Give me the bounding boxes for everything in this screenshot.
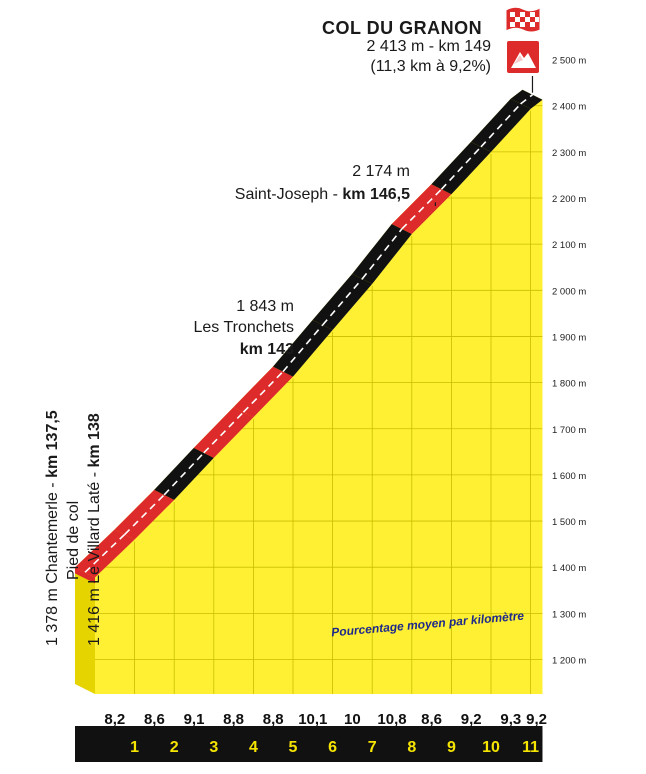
saint-joseph-name: Saint-Joseph - <box>234 186 343 203</box>
road-centre-dash <box>520 94 533 105</box>
gridlines <box>95 105 543 694</box>
les-tronchets-altitude: 1 843 m <box>236 298 294 315</box>
y-tick-label: 2 500 m <box>552 56 586 67</box>
y-tick-label: 1 600 m <box>552 471 586 482</box>
km-bar: 8,2 8,6 9,1 8,8 8,8 10,1 10 10,8 8,6 9,2 9,3 9,2 1 2 3… <box>75 711 547 762</box>
summit-name: COL DU GRANON <box>322 18 483 38</box>
mountain-category-icon <box>507 41 539 73</box>
km-number-label: 7 <box>368 739 377 756</box>
km-gradient-label: 8,6 <box>421 711 442 728</box>
km-gradient-label: 9,2 <box>526 711 547 728</box>
road-segment <box>510 89 543 109</box>
y-tick-label: 1 500 m <box>552 517 586 528</box>
profile-area <box>75 89 543 694</box>
km-number-label: 5 <box>289 739 298 756</box>
km-gradient-label: 10 <box>344 711 361 728</box>
y-tick-label: 1 800 m <box>552 379 586 390</box>
road-centre-dash <box>84 533 126 573</box>
checkered-flag-icon <box>505 6 541 33</box>
road-line <box>75 76 543 584</box>
y-tick-label: 2 400 m <box>552 102 586 113</box>
y-tick-label: 2 300 m <box>552 148 586 159</box>
road-centre-dash <box>282 324 324 373</box>
road-centre-dash <box>203 411 244 454</box>
km-gradient-label: 8,6 <box>144 711 165 728</box>
road-centre-dash <box>361 228 403 280</box>
les-tronchets-km: km 143 <box>239 341 294 358</box>
km-number-label: 10 <box>482 739 500 756</box>
km-number-label: 8 <box>407 739 416 756</box>
y-tick-label: 1 900 m <box>552 332 586 343</box>
pied-de-col-text: Pied de col <box>65 500 82 580</box>
y-axis: 1 200 m 1 300 m 1 400 m 1 500 m 1 600 m 1 700… <box>552 56 586 667</box>
villard-late-line: 1 416 m Le Villard Laté - km 138 <box>86 413 104 646</box>
summit-length-gradient: (11,3 km à 9,2%) <box>370 58 491 75</box>
km-number-label: 1 <box>130 739 139 756</box>
chantemerle-km: km 137,5 <box>44 410 61 478</box>
km-bar-body <box>75 732 543 762</box>
saint-joseph-altitude: 2 174 m <box>352 163 410 180</box>
road-centre-dash <box>321 278 363 326</box>
road-centre-dash <box>440 146 482 190</box>
villard-late-km: km 138 <box>86 413 103 468</box>
km-gradient-label: 10,8 <box>377 711 406 728</box>
road-centre-dash <box>163 452 205 496</box>
km-gradient-label: 9,2 <box>461 711 482 728</box>
km-gradient-label: 8,2 <box>104 711 125 728</box>
y-tick-label: 1 300 m <box>552 609 586 620</box>
road-centre-dash <box>242 371 284 413</box>
les-tronchets-name: Les Tronchets <box>193 319 295 336</box>
saint-joseph-km: km 146,5 <box>342 186 410 203</box>
villard-late-name: 1 416 m Le Villard Laté - <box>86 467 103 646</box>
y-tick-label: 1 400 m <box>552 563 586 574</box>
y-tick-label: 1 200 m <box>552 656 586 667</box>
road-segment <box>352 223 412 284</box>
km-gradient-label: 9,1 <box>184 711 205 728</box>
km-number-label: 2 <box>170 739 179 756</box>
chantemerle-name: 1 378 m Chantemerle - <box>44 477 61 646</box>
km-number-label: 11 <box>522 739 539 756</box>
km-gradient-label: 8,8 <box>263 711 284 728</box>
road-centre-dash <box>124 494 165 536</box>
km-gradient-label: 8,8 <box>223 711 244 728</box>
summit-altitude-km: 2 413 m - km 149 <box>366 38 492 55</box>
profile-side-face <box>75 567 95 694</box>
road-centre-dash <box>401 188 442 230</box>
y-tick-label: 1 700 m <box>552 425 586 436</box>
profile-front-face <box>95 99 543 694</box>
y-tick-label: 2 200 m <box>552 194 586 205</box>
road-start-cap <box>75 567 95 584</box>
km-gradient-label: 10,1 <box>298 711 327 728</box>
km-gradient-label: 9,3 <box>500 711 521 728</box>
km-number-label: 6 <box>328 739 337 756</box>
km-number-label: 3 <box>209 739 218 756</box>
km-number-label: 9 <box>447 739 456 756</box>
chantemerle-line: 1 378 m Chantemerle - km 137,5 <box>44 410 62 646</box>
y-tick-label: 2 000 m <box>552 286 586 297</box>
y-tick-label: 2 100 m <box>552 240 586 251</box>
road-centre-dash <box>480 103 522 148</box>
saint-joseph-label: Saint-Joseph - km 146,5 <box>235 186 410 204</box>
km-number-label: 4 <box>249 739 258 756</box>
